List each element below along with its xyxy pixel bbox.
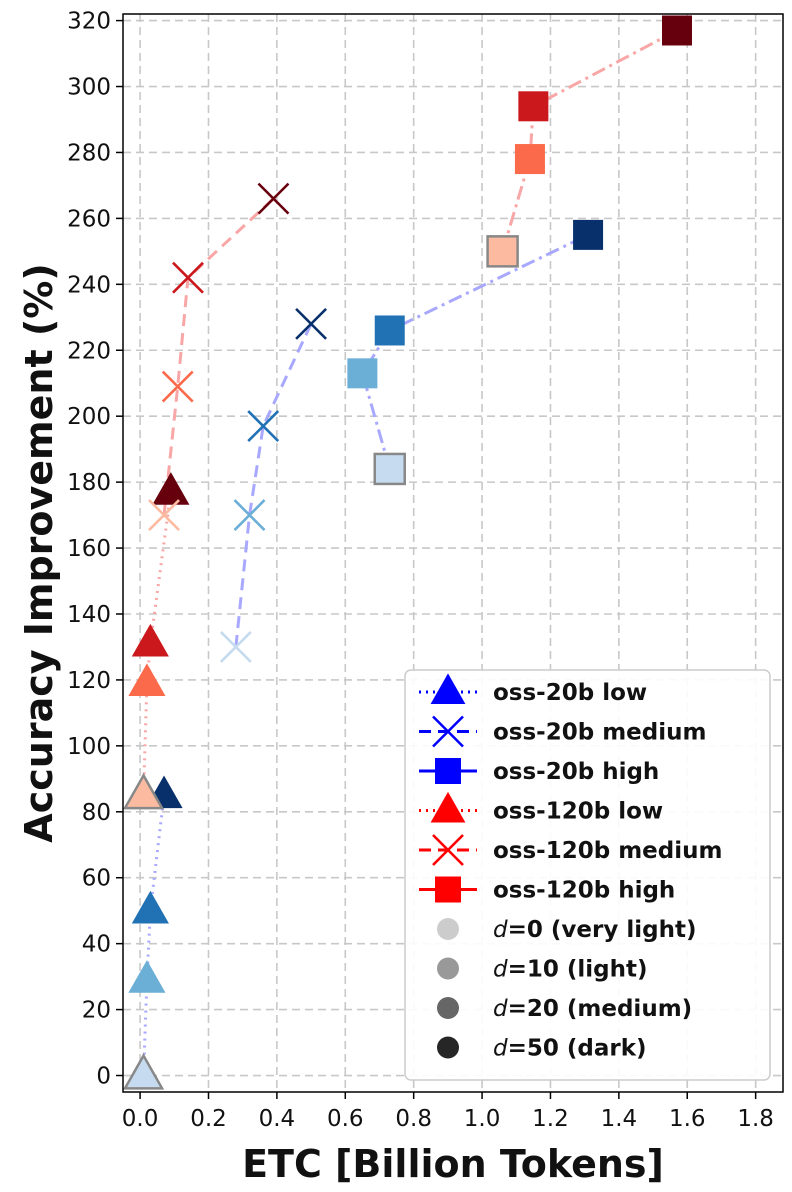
data-point (661, 15, 692, 46)
series-line (162, 197, 275, 516)
y-tick-label: 280 (67, 140, 111, 166)
data-point (131, 890, 169, 924)
y-tick-label: 160 (67, 536, 111, 562)
data-point (518, 91, 549, 122)
legend-box (404, 669, 771, 1081)
x-stroke (295, 307, 328, 340)
y-tick-label: 60 (82, 866, 111, 892)
x-stroke (432, 834, 464, 866)
legend-shade-dot (437, 1036, 459, 1059)
data-point (347, 358, 378, 389)
y-tick-label: 120 (67, 668, 111, 694)
legend-marker (435, 876, 461, 903)
legend-label: d=20 (medium) (493, 996, 692, 1022)
x-stroke (432, 715, 464, 748)
x-tick-label: 1.2 (532, 1106, 569, 1132)
y-tick-label: 0 (96, 1064, 111, 1090)
data-point (247, 410, 280, 442)
x-stroke (172, 261, 204, 294)
x-stroke (148, 499, 180, 532)
legend-label: oss-120b medium (493, 838, 722, 864)
data-point (573, 219, 604, 250)
legend-label: d=10 (light) (493, 957, 648, 983)
legend-label: oss-20b medium (493, 720, 706, 746)
series-line (142, 795, 166, 1076)
legend-shade-dot (437, 918, 459, 940)
series-line (360, 233, 589, 470)
legend-marker (432, 715, 464, 748)
x-tick-label: 1.0 (464, 1106, 501, 1132)
data-point (233, 499, 266, 532)
legend-marker (430, 791, 466, 823)
data-point (514, 144, 545, 175)
y-tick-label: 220 (67, 338, 111, 364)
data-point (373, 452, 406, 486)
data-point (122, 772, 165, 810)
y-axis-label: Accuracy Improvement (%) (17, 263, 61, 842)
legend-shade-dot (437, 957, 459, 980)
x-tick-label: 0.0 (122, 1106, 159, 1132)
y-tick-label: 200 (67, 404, 111, 430)
x-tick-label: 1.8 (737, 1106, 774, 1132)
legend-marker (432, 834, 464, 866)
data-point (128, 663, 166, 697)
y-tick-label: 40 (82, 932, 111, 958)
x-tick-label: 1.4 (601, 1106, 638, 1132)
data-point (486, 235, 519, 268)
series-line (234, 323, 313, 648)
x-stroke (257, 182, 290, 215)
x-tick-label: 0.8 (395, 1106, 432, 1132)
x-stroke (233, 499, 266, 532)
x-stroke (219, 631, 252, 663)
data-point (295, 307, 328, 340)
y-tick-label: 180 (67, 470, 111, 496)
legend-label: oss-120b low (493, 799, 663, 825)
series-line (501, 29, 678, 252)
legend-shade-dot (437, 997, 459, 1019)
x-axis-label: ETC [Billion Tokens] (242, 1142, 664, 1186)
legend-marker (435, 758, 461, 784)
data-markers (122, 15, 692, 1090)
data-point (161, 370, 194, 403)
x-tick-label: 0.6 (327, 1106, 364, 1132)
y-tick-label: 140 (67, 602, 111, 628)
legend-label: d=0 (very light) (493, 917, 696, 943)
data-point (219, 631, 252, 663)
y-tick-label: 320 (67, 9, 111, 35)
axis-ticks: 0.0 0.2 0.4 0.6 0.8 1.0 1.2 1.4 1.6 1.8 0 20 40 60 80 1… (67, 9, 774, 1132)
y-tick-label: 20 (82, 998, 111, 1024)
data-point (148, 499, 180, 532)
x-stroke (247, 410, 280, 442)
data-point (122, 1053, 165, 1090)
x-tick-label: 0.4 (259, 1106, 296, 1132)
series-lines (142, 29, 678, 1076)
data-point (257, 182, 290, 215)
legend: oss-20b low oss-20b medium oss-20b high oss… (404, 669, 771, 1081)
x-tick-label: 1.6 (669, 1106, 706, 1132)
legend-label: d=50 (dark) (493, 1036, 647, 1062)
y-tick-label: 100 (67, 734, 111, 760)
data-point (152, 472, 190, 505)
legend-label: oss-120b high (493, 878, 675, 904)
y-tick-label: 260 (67, 206, 111, 232)
data-point (172, 261, 204, 294)
y-tick-label: 240 (67, 272, 111, 298)
series-line (142, 491, 173, 796)
y-tick-label: 80 (82, 800, 111, 826)
x-tick-label: 0.2 (190, 1106, 227, 1132)
legend-marker (430, 673, 466, 704)
data-point (131, 623, 169, 657)
data-point (374, 315, 405, 346)
x-stroke (161, 370, 194, 403)
data-point (128, 960, 166, 993)
legend-label: oss-20b high (493, 759, 659, 785)
y-tick-label: 300 (67, 75, 111, 101)
legend-label: oss-20b low (493, 680, 647, 706)
plot-frame (122, 13, 784, 1093)
